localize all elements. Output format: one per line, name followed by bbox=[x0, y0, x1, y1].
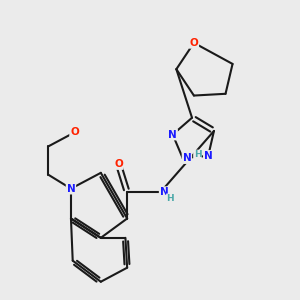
Text: N: N bbox=[168, 130, 177, 140]
Text: H: H bbox=[194, 150, 201, 159]
Text: N: N bbox=[67, 184, 75, 194]
Text: N: N bbox=[204, 151, 213, 161]
Text: O: O bbox=[70, 128, 79, 137]
Text: H: H bbox=[167, 194, 174, 203]
Text: N: N bbox=[160, 187, 168, 197]
Text: O: O bbox=[114, 159, 123, 169]
Text: N: N bbox=[182, 153, 191, 163]
Text: O: O bbox=[190, 38, 198, 48]
